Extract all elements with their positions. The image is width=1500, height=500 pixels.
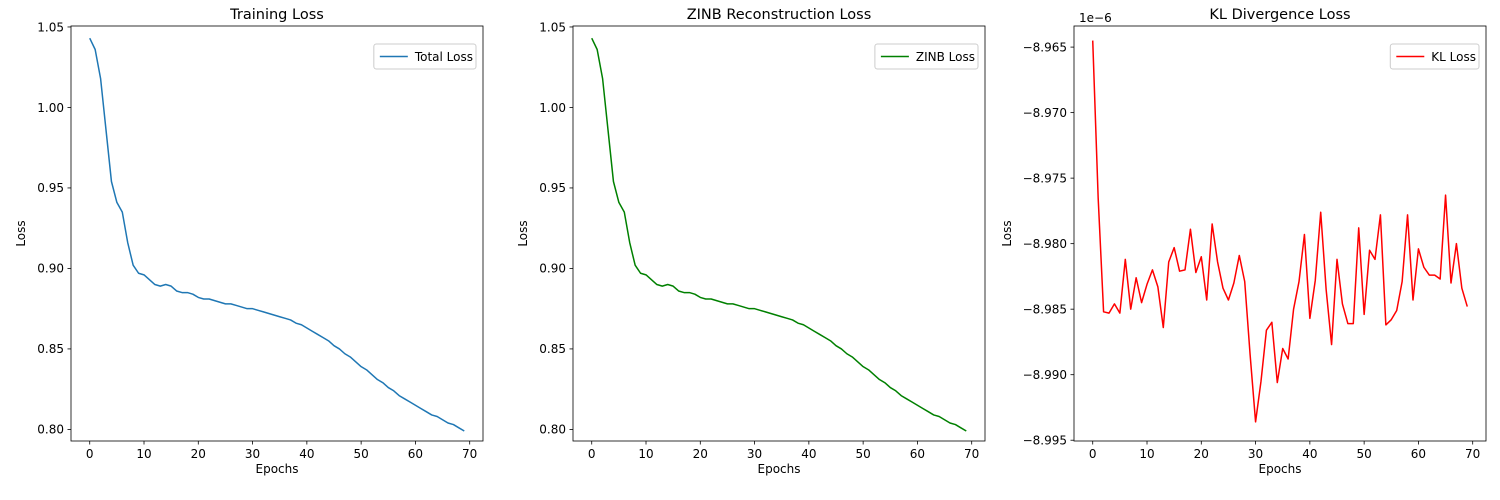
x-tick-label: 10 <box>638 447 653 461</box>
x-tick-label: 50 <box>1356 447 1371 461</box>
y-tick-label: −8.985 <box>1023 302 1067 316</box>
y-tick-label: 0.80 <box>539 423 566 437</box>
chart-title: ZINB Reconstruction Loss <box>687 7 872 23</box>
legend-label: Total Loss <box>414 50 473 64</box>
x-tick-label: 60 <box>910 447 925 461</box>
x-tick-label: 40 <box>1302 447 1317 461</box>
x-axis-label: Epochs <box>758 462 801 476</box>
panel-zinb-reconstruction-loss: 0 10 20 30 40 50 60 70 0.80 0.85 0.90 0.95 1.00 1.05 Z… <box>516 7 986 476</box>
legend-box <box>1389 43 1480 70</box>
axes-frame <box>1073 25 1487 442</box>
x-tick-label: 70 <box>1465 447 1480 461</box>
x-tick-label: 50 <box>855 447 870 461</box>
x-tick-label: 20 <box>1194 447 1209 461</box>
y-tick-label: −8.975 <box>1023 171 1067 185</box>
x-axis-label: Epochs <box>1259 462 1302 476</box>
x-tick-label: 50 <box>353 447 368 461</box>
x-tick-label: 0 <box>86 447 94 461</box>
x-tick-label: 30 <box>1248 447 1263 461</box>
y-tick-label: 0.85 <box>37 342 64 356</box>
y-tick-label: 0.90 <box>539 262 566 276</box>
y-tick-label: −8.980 <box>1023 237 1067 251</box>
x-tick-label: 0 <box>1089 447 1097 461</box>
legend-box <box>874 43 979 70</box>
y-tick-label: −8.995 <box>1023 434 1067 448</box>
y-tick-label: 0.85 <box>539 342 566 356</box>
y-tick-label: 1.05 <box>539 20 566 34</box>
y-tick-label: −8.970 <box>1023 106 1067 120</box>
x-tick-label: 20 <box>191 447 206 461</box>
plot-area: 0 10 20 30 40 50 60 70 −8.995 −8.990 −8.985 −8.980 −… <box>1023 25 1487 461</box>
y-tick-label: 1.00 <box>539 101 566 115</box>
x-tick-label: 30 <box>245 447 260 461</box>
y-tick-label: 1.05 <box>37 20 64 34</box>
y-axis-label: Loss <box>1000 220 1014 246</box>
y-tick-label: 1.00 <box>37 101 64 115</box>
chart-title: Training Loss <box>229 7 324 23</box>
series-line <box>89 37 465 432</box>
series-line <box>1091 40 1468 423</box>
x-tick-label: 10 <box>136 447 151 461</box>
plot-area: 0 10 20 30 40 50 60 70 0.80 0.85 0.90 0.95 1.00 1.05 Z… <box>539 20 986 461</box>
y-axis-label: Loss <box>14 220 28 246</box>
series-line <box>591 37 967 432</box>
x-tick-label: 70 <box>964 447 979 461</box>
chart-title: KL Divergence Loss <box>1209 7 1350 23</box>
x-axis-label: Epochs <box>256 462 299 476</box>
x-tick-label: 10 <box>1139 447 1154 461</box>
legend-label: ZINB Loss <box>916 50 975 64</box>
x-tick-label: 60 <box>408 447 423 461</box>
y-tick-label: −8.965 <box>1023 40 1067 54</box>
panel-kl-divergence-loss: 0 10 20 30 40 50 60 70 −8.995 −8.990 −8.985 −8.980 −… <box>1000 7 1487 476</box>
x-tick-label: 30 <box>747 447 762 461</box>
y-tick-label: 0.95 <box>539 181 566 195</box>
y-tick-label: 0.80 <box>37 423 64 437</box>
x-tick-label: 20 <box>693 447 708 461</box>
x-tick-label: 40 <box>801 447 816 461</box>
x-tick-label: 60 <box>1411 447 1426 461</box>
legend-label: KL Loss <box>1431 50 1476 64</box>
axes-frame <box>70 25 484 442</box>
x-tick-label: 40 <box>299 447 314 461</box>
y-tick-label: 0.90 <box>37 262 64 276</box>
y-axis-offset-text: 1e−6 <box>1079 11 1112 25</box>
axes-frame <box>572 25 986 442</box>
panel-training-loss: 0 10 20 30 40 50 60 70 0.80 0.85 0.90 0.95 1.00 1.05 T… <box>14 7 484 476</box>
y-tick-label: 0.95 <box>37 181 64 195</box>
x-tick-label: 0 <box>588 447 596 461</box>
y-axis-label: Loss <box>516 220 530 246</box>
y-tick-label: −8.990 <box>1023 368 1067 382</box>
plot-area: 0 10 20 30 40 50 60 70 0.80 0.85 0.90 0.95 1.00 1.05 T… <box>37 20 484 461</box>
x-tick-label: 70 <box>462 447 477 461</box>
legend-box <box>373 43 477 70</box>
